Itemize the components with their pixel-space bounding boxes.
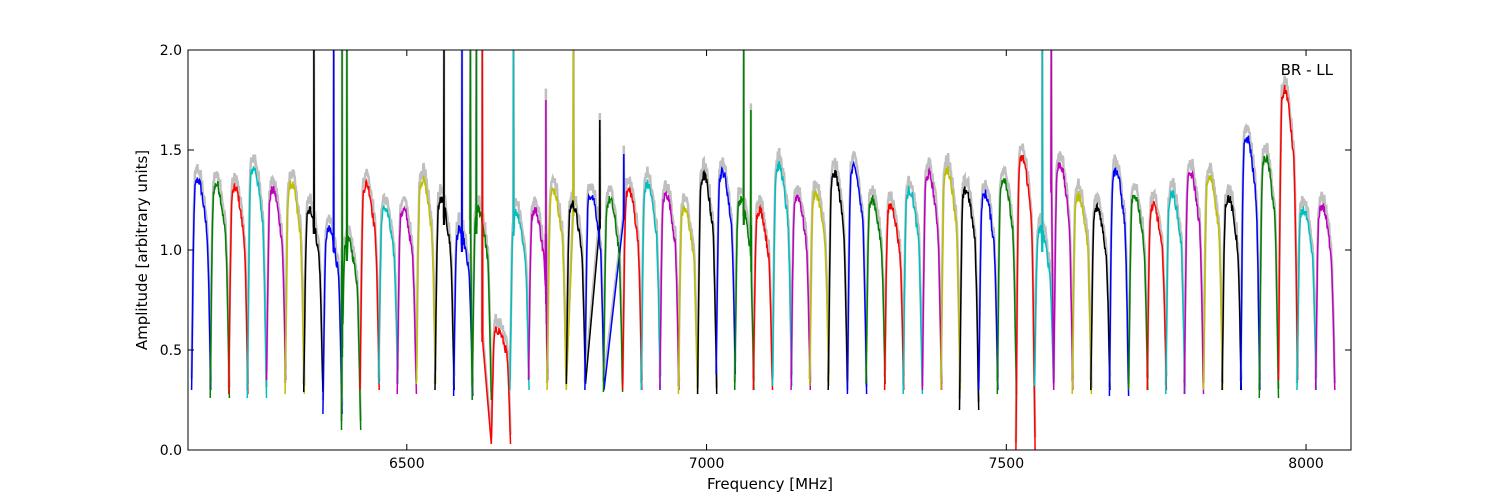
spectral-band-line [481,50,512,445]
spectral-band-line [977,189,999,391]
spectral-band-line [1090,201,1111,391]
spectral-band-line [996,178,1018,395]
spectral-band-line [340,50,362,431]
background-band-line [602,185,624,385]
spectral-band-line [509,50,530,391]
y-tick-label: 1.5 [160,143,182,159]
axis-ticks: 6500 7000 7500 8000 0.0 0.5 1.0 1.5 2.0 [160,43,1351,472]
spectral-band-line [640,179,662,391]
background-band-line [1033,50,1055,377]
spectral-band-line [1296,206,1317,391]
spectral-band-line [1071,190,1093,395]
x-tick-label: 7000 [689,456,725,472]
spectral-band-line [322,50,343,415]
spectral-band-line [190,177,212,391]
spectral-band-line [940,166,961,391]
plot-area [190,50,1337,450]
spectral-band-line [958,186,980,411]
spectral-band-line [1127,194,1149,391]
spectral-band-line [621,185,643,391]
spectral-band-line [1146,200,1168,391]
spectral-band-line [284,180,306,395]
y-tick-label: 0.5 [160,343,182,359]
spectral-band-line [1277,85,1299,381]
x-axis-label: Frequency [MHz] [707,475,833,493]
y-axis-label: Amplitude [arbitrary units] [133,150,151,350]
spectral-band-line [377,205,399,385]
spectral-band-line [865,195,886,385]
spectral-band-line [546,50,575,391]
spectral-band-line [209,181,231,399]
spectral-band-line [602,195,624,393]
spectral-band-line [359,178,380,391]
background-band-line [789,185,812,383]
spectral-band-line [1015,154,1036,450]
background-band-line [1220,184,1243,383]
spectral-band-line [584,153,625,391]
y-tick-label: 2.0 [160,43,182,59]
spectral-band-line [527,99,549,381]
spectral-band-line [302,50,324,393]
spectral-band-line [1165,189,1186,395]
spectral-band-line [452,50,474,397]
spectral-band-line [902,185,924,395]
y-tick-label: 0.0 [160,443,182,459]
background-band-line [340,50,362,422]
spectral-band-line [733,50,755,391]
spectral-band-line [846,160,868,395]
spectral-band-line [469,50,493,401]
spectral-band-line [827,170,849,391]
spectral-band-line [677,205,699,395]
spectral-band-line [1314,203,1336,391]
spectral-band-line [883,203,905,391]
spectral-band-line [921,166,943,391]
spectral-band-line [1202,174,1224,391]
background-band-line [227,172,250,388]
y-tick-label: 1.0 [160,243,182,259]
spectral-band-line [228,183,249,395]
spectral-band-line [396,205,418,395]
annotation-label: BR - LL [1281,61,1334,79]
spectral-band-line [1108,167,1130,397]
spectral-band-line [1183,169,1205,395]
x-tick-label: 7500 [988,456,1024,472]
spectral-band-line [565,119,601,385]
x-tick-label: 6500 [389,456,425,472]
spectral-band-line [715,166,737,375]
spectral-band-line [265,185,287,381]
spectral-band-line [752,204,774,391]
spectral-band-line [790,194,812,391]
spectral-band-line [1050,50,1074,391]
spectral-band-line [1033,50,1055,387]
spectral-band-line [1221,195,1243,391]
spectral-band-line [434,50,455,391]
spectral-band-line [696,169,718,395]
spectral-band-line [1239,135,1261,391]
spectral-band-line [246,166,268,399]
spectral-band-line [771,161,793,387]
spectral-band-line [1258,153,1280,399]
spectral-band-line [808,190,830,387]
x-tick-label: 8000 [1288,456,1324,472]
spectral-band-line [415,175,437,385]
spectral-band-line [659,190,680,391]
background-band-line [321,50,344,406]
